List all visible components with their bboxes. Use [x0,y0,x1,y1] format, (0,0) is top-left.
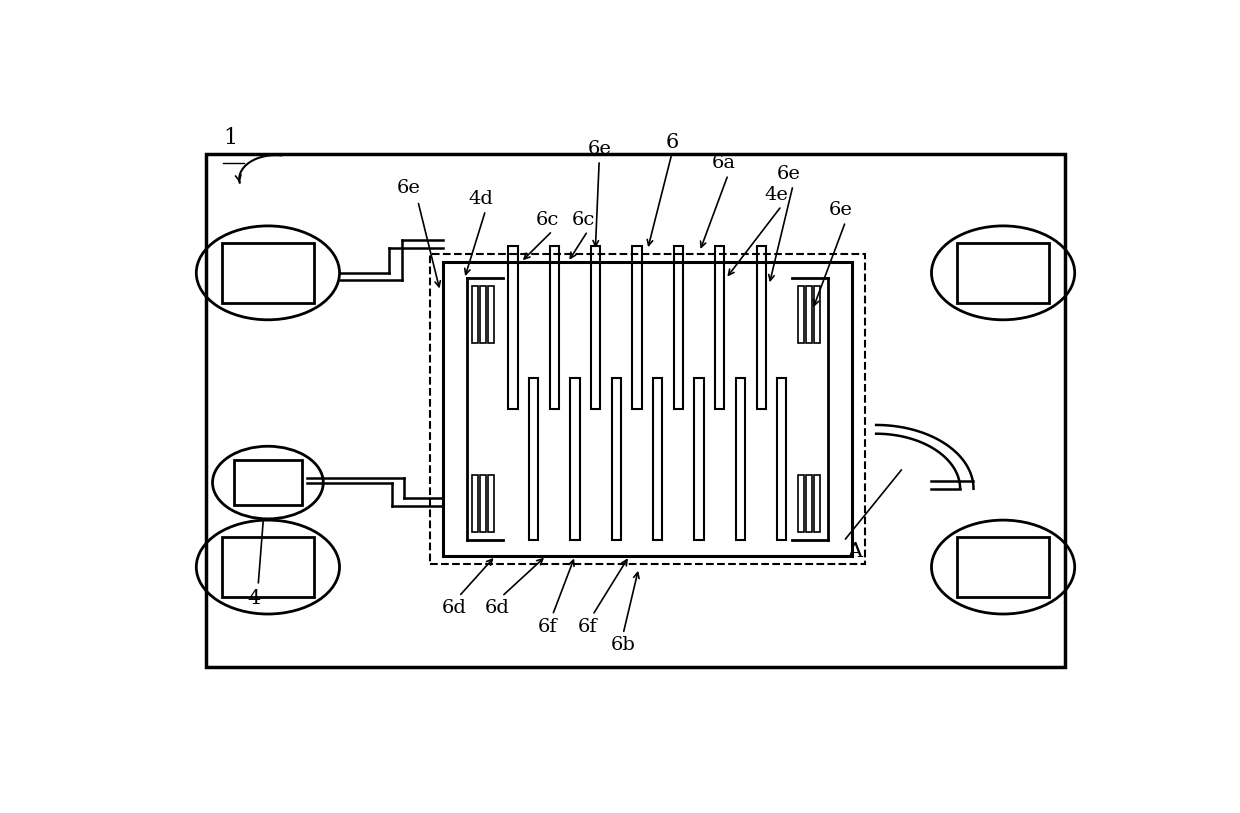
Bar [673,246,683,409]
Text: 6b: 6b [610,637,636,654]
Text: 6f: 6f [538,618,558,636]
Bar [957,537,1049,597]
Text: 6e: 6e [588,140,611,158]
Text: 6: 6 [665,133,678,152]
Bar [632,246,642,409]
Bar [443,263,852,556]
Text: 6d: 6d [441,598,466,617]
Text: 6c: 6c [536,211,559,228]
Text: 6e: 6e [776,165,800,183]
Text: 6a: 6a [712,154,735,172]
Bar [472,475,479,533]
Text: 4d: 4d [469,190,494,208]
Bar [508,246,517,409]
Bar [611,377,621,540]
Bar [549,246,559,409]
Bar [206,154,1065,667]
Text: 6c: 6c [572,211,595,228]
Bar [472,285,479,343]
Bar [735,377,745,540]
Bar [591,246,600,409]
Bar [777,377,786,540]
Bar [806,285,812,343]
Bar [222,537,314,597]
Bar [653,377,662,540]
Text: 4e: 4e [765,185,789,203]
Bar [957,243,1049,303]
Bar [756,246,766,409]
Bar [487,475,495,533]
Text: 4: 4 [247,589,260,608]
Text: 6f: 6f [578,618,598,636]
Bar [480,475,486,533]
Text: 1: 1 [223,128,237,150]
Bar [487,285,495,343]
Bar [480,285,486,343]
Bar [806,475,812,533]
Text: A: A [848,542,863,561]
Bar [813,475,820,533]
Bar [797,475,804,533]
Bar [715,246,724,409]
Bar [797,285,804,343]
Bar [529,377,538,540]
Bar [233,460,303,505]
Bar [694,377,704,540]
Bar [570,377,580,540]
Bar [222,243,314,303]
Text: 6e: 6e [828,202,853,220]
Bar [430,254,864,564]
Text: 6d: 6d [485,598,510,617]
Text: 6e: 6e [397,180,420,198]
Bar [813,285,820,343]
